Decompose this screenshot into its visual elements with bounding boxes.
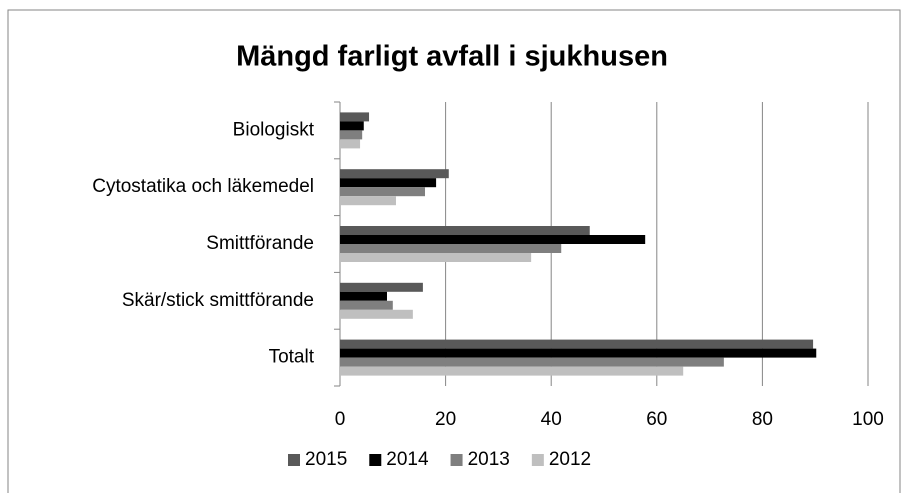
bar bbox=[340, 244, 562, 253]
legend-swatch bbox=[450, 454, 463, 466]
y-tick-label: Totalt bbox=[269, 347, 315, 368]
x-tick-label: 0 bbox=[335, 409, 346, 430]
chart-title: Mängd farligt avfall i sjukhusen bbox=[236, 41, 668, 73]
y-tick-label: Skär/stick smittförande bbox=[122, 290, 314, 311]
bar bbox=[340, 366, 684, 376]
bar bbox=[340, 357, 724, 367]
bar bbox=[340, 309, 413, 319]
bar bbox=[340, 300, 393, 310]
bar bbox=[340, 121, 364, 131]
x-tick-label: 100 bbox=[852, 409, 884, 430]
bar bbox=[340, 169, 449, 179]
bar bbox=[340, 196, 396, 206]
legend-label: 2014 bbox=[386, 449, 429, 470]
y-tick-label: Cytostatika och läkemedel bbox=[92, 176, 314, 197]
bar bbox=[340, 291, 387, 301]
bar bbox=[340, 139, 361, 149]
bar bbox=[340, 130, 363, 140]
bar bbox=[340, 339, 814, 349]
legend-swatch bbox=[369, 454, 382, 466]
legend-label: 2015 bbox=[305, 449, 347, 470]
bar bbox=[340, 187, 426, 197]
bar bbox=[340, 253, 532, 262]
y-tick-label: Smittförande bbox=[206, 233, 314, 254]
x-tick-label: 40 bbox=[541, 409, 562, 430]
bar bbox=[340, 178, 437, 188]
bar bbox=[340, 235, 646, 244]
x-tick-label: 60 bbox=[646, 409, 667, 430]
bar bbox=[340, 226, 590, 235]
bar bbox=[340, 112, 370, 122]
legend-swatch bbox=[531, 454, 544, 466]
x-tick-label: 80 bbox=[752, 409, 773, 430]
legend-label: 2013 bbox=[468, 449, 510, 470]
y-tick-label: Biologiskt bbox=[233, 119, 315, 140]
bar bbox=[340, 348, 817, 358]
legend-swatch bbox=[288, 454, 300, 466]
x-tick-label: 20 bbox=[435, 409, 456, 430]
legend-label: 2012 bbox=[549, 449, 591, 470]
bar bbox=[340, 282, 423, 292]
